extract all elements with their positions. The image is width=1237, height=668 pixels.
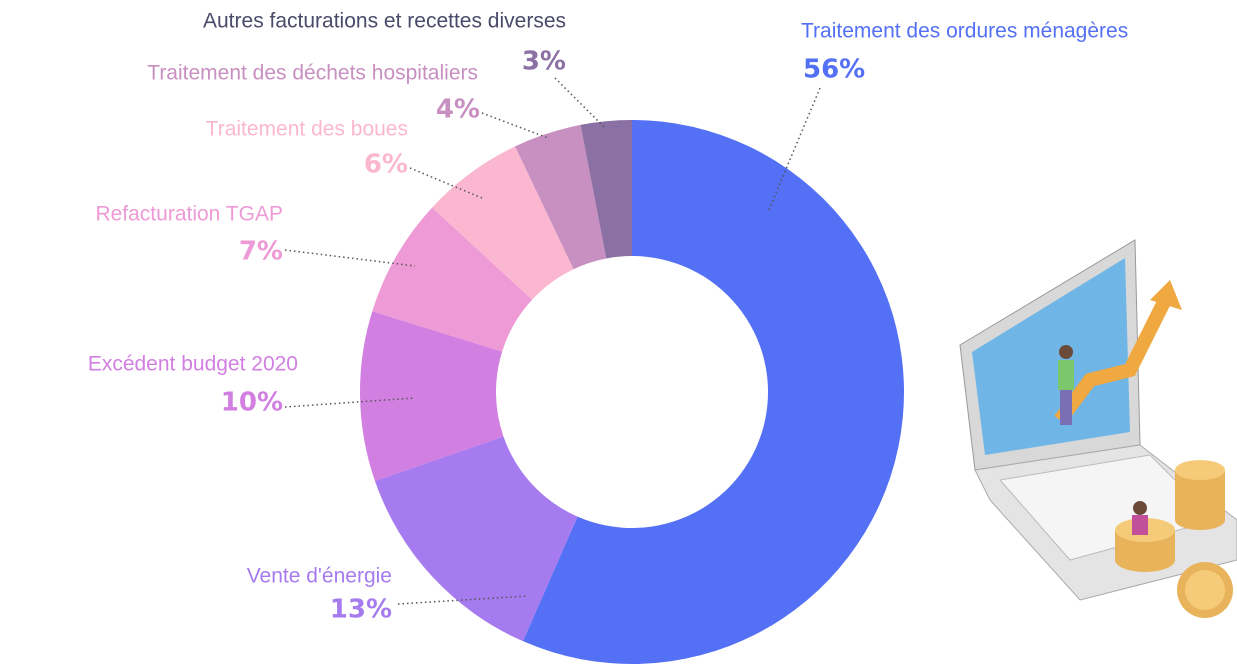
slice-percent: 7%: [239, 237, 283, 267]
slice-percent: 4%: [436, 95, 480, 125]
slice-name: Traitement des boues: [206, 118, 408, 141]
donut-slice: [432, 146, 574, 300]
donut-slice: [580, 120, 632, 259]
slice-percent: 6%: [364, 150, 408, 180]
leader-line: [284, 249, 416, 267]
donut-slice: [522, 120, 904, 664]
donut-slice: [359, 311, 504, 481]
leader-line: [481, 112, 549, 139]
slice-name: Vente d'énergie: [247, 565, 392, 588]
slice-percent: 13%: [330, 595, 392, 625]
leader-line: [284, 397, 416, 408]
slice-percent: 10%: [221, 388, 283, 418]
slice-name: Excédent budget 2020: [88, 353, 298, 376]
illustration: [959, 239, 1237, 618]
donut-slice: [515, 124, 607, 270]
slice-name: Autres facturations et recettes diverses: [203, 10, 566, 33]
slice-percent: 56%: [803, 55, 865, 85]
leader-line: [397, 595, 529, 605]
donut-slice: [374, 436, 578, 642]
slice-name: Refacturation TGAP: [95, 203, 283, 226]
slice-name: Traitement des déchets hospitaliers: [147, 62, 478, 85]
slice-percent: 3%: [522, 47, 566, 77]
donut-slice: [372, 207, 533, 352]
slice-name: Traitement des ordures ménagères: [801, 20, 1128, 43]
leader-line: [554, 77, 606, 129]
